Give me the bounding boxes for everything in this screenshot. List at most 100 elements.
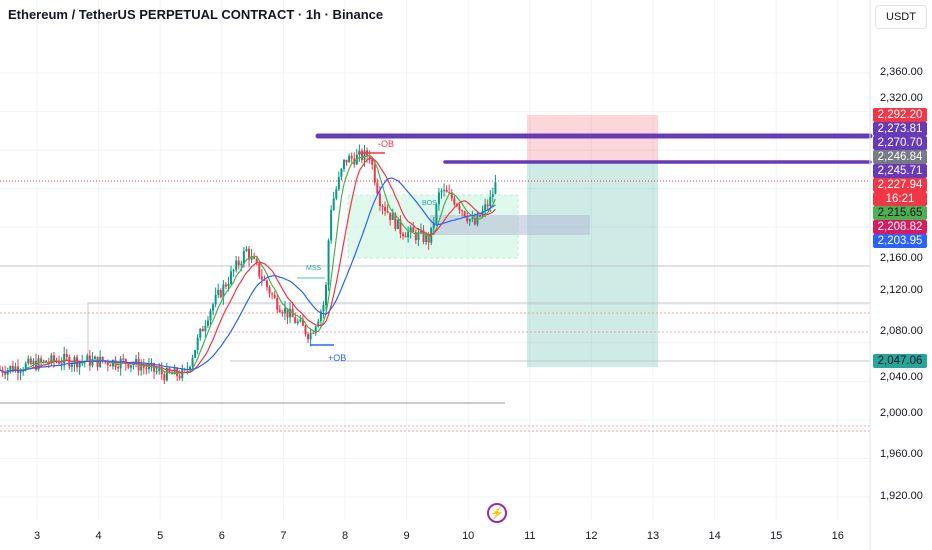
candle-body xyxy=(158,369,161,371)
take-profit-zone[interactable] xyxy=(527,163,658,367)
candle-body xyxy=(484,204,487,211)
price-tick: 2,000.00 xyxy=(880,407,923,419)
chart-title: Ethereum / TetherUS PERPETUAL CONTRACT ·… xyxy=(8,7,384,22)
bearish-ob-label: -OB xyxy=(378,139,394,149)
candle-body xyxy=(453,198,456,205)
candle-body xyxy=(466,216,469,222)
candle-body xyxy=(373,164,376,183)
date-label: 8 xyxy=(341,530,349,542)
price-tick: 1,960.00 xyxy=(880,448,923,460)
candle-body xyxy=(381,206,384,208)
candle-body xyxy=(178,376,181,379)
candle-body xyxy=(265,280,268,288)
candle-body xyxy=(317,321,320,327)
candle-body xyxy=(109,365,112,367)
candle-body xyxy=(91,358,94,366)
candle-body xyxy=(132,364,135,366)
date-label: 12 xyxy=(585,530,598,542)
date-label: 16 xyxy=(831,530,844,542)
candle-body xyxy=(135,358,138,365)
candle-body xyxy=(348,155,351,163)
candle-body xyxy=(50,355,53,364)
candle-body xyxy=(412,227,415,233)
candle-body xyxy=(60,363,63,365)
candle-body xyxy=(188,366,191,369)
candle-body xyxy=(314,326,317,334)
candle-body xyxy=(450,192,453,199)
candle-body xyxy=(378,193,381,207)
bos-label: BOS xyxy=(422,200,437,207)
candle-body xyxy=(360,150,363,161)
candle-body xyxy=(232,269,235,272)
price-tick: 2,120.00 xyxy=(880,284,923,296)
date-label: 14 xyxy=(708,530,721,542)
candle-body xyxy=(394,213,397,230)
candle-body xyxy=(283,308,286,314)
candle-body xyxy=(88,355,91,366)
price-tick: 2,360.00 xyxy=(880,66,923,78)
candle-body xyxy=(106,361,109,366)
candle-body xyxy=(24,363,27,371)
candle-body xyxy=(342,159,345,169)
price-tag: 2,047.06 xyxy=(873,354,927,368)
candle-body xyxy=(296,321,299,324)
candle-body xyxy=(443,189,446,191)
candle-body xyxy=(11,366,14,372)
candle-body xyxy=(242,251,245,264)
ma-slow-line xyxy=(0,177,496,374)
candle-body xyxy=(335,189,338,199)
candle-body xyxy=(404,236,407,238)
candle-body xyxy=(32,360,35,365)
candle-body xyxy=(391,213,394,220)
level-line[interactable] xyxy=(87,302,870,360)
candle-body xyxy=(440,190,443,193)
moving-averages xyxy=(0,154,496,374)
candle-body xyxy=(273,294,276,299)
price-tick: 1,920.00 xyxy=(880,490,923,502)
candle-body xyxy=(230,271,233,284)
candle-body xyxy=(363,150,366,161)
candle-body xyxy=(227,283,230,287)
price-tag: 16:21 xyxy=(873,192,927,206)
stop-loss-zone[interactable] xyxy=(527,115,658,163)
price-tick: 2,320.00 xyxy=(880,92,923,104)
candle-body xyxy=(407,231,410,238)
candle-body xyxy=(127,363,130,368)
candle-body xyxy=(255,259,258,264)
candle-body xyxy=(337,176,340,190)
candle-body xyxy=(199,328,202,338)
candle-body xyxy=(340,168,343,177)
date-label: 15 xyxy=(770,530,783,542)
candle-body xyxy=(463,211,466,217)
candle-body xyxy=(489,196,492,207)
order-block-zone[interactable] xyxy=(430,215,590,235)
lightning-icon[interactable]: ⚡ xyxy=(487,503,507,523)
candle-body xyxy=(194,349,197,358)
candle-body xyxy=(307,334,310,340)
date-label: 3 xyxy=(33,530,41,542)
candle-body xyxy=(322,305,325,312)
candle-body xyxy=(119,358,122,369)
candle-body xyxy=(237,260,240,265)
candle-body xyxy=(212,304,215,311)
candle-body xyxy=(142,366,145,368)
candle-body xyxy=(65,353,68,358)
candle-body xyxy=(268,287,271,294)
price-tag: 2,203.95 xyxy=(873,234,927,248)
candle-body xyxy=(27,358,30,364)
candle-body xyxy=(117,366,120,369)
candle-body xyxy=(263,279,266,281)
candle-body xyxy=(427,234,430,243)
candle-body xyxy=(191,357,194,367)
candle-body xyxy=(325,284,328,306)
candle-body xyxy=(468,219,471,222)
candle-body xyxy=(29,358,32,365)
candle-body xyxy=(37,358,40,370)
candle-body xyxy=(19,371,22,373)
candle-body xyxy=(147,365,150,370)
date-label: 10 xyxy=(462,530,475,542)
currency-button[interactable]: USDT xyxy=(875,5,927,29)
candle-body xyxy=(445,189,448,193)
candle-body xyxy=(34,360,37,370)
